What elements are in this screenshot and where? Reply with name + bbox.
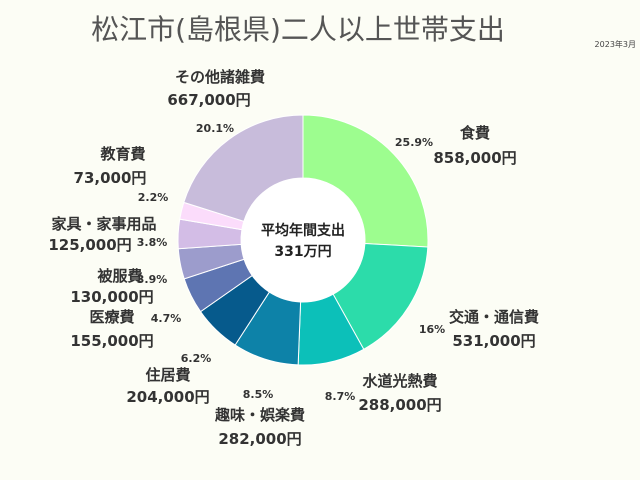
- center-label: 平均年間支出: [261, 222, 345, 239]
- slice-percent-5: 4.7%: [151, 312, 182, 325]
- slice-percent-8: 2.2%: [138, 191, 169, 204]
- center-total: 331万円: [274, 244, 331, 260]
- slice-amount-1: 531,000円: [452, 332, 535, 350]
- slice-label-3: 趣味・娯楽費: [214, 406, 305, 424]
- slice-amount-9: 667,000円: [167, 91, 250, 109]
- slice-percent-4: 6.2%: [181, 352, 212, 365]
- donut-slices: [177, 114, 429, 366]
- slice-label-0: 食費: [460, 124, 490, 142]
- slice-amount-0: 858,000円: [433, 149, 516, 167]
- slice-percent-3: 8.5%: [243, 388, 274, 401]
- slice-amount-4: 204,000円: [126, 388, 209, 406]
- slice-label-9: その他諸雑費: [175, 68, 265, 86]
- slice-label-8: 教育費: [99, 145, 145, 163]
- slice-amount-8: 73,000円: [74, 169, 147, 187]
- donut-hole: [241, 178, 365, 302]
- slice-label-7: 家具・家事用品: [51, 215, 156, 233]
- slice-percent-2: 8.7%: [325, 390, 356, 403]
- slice-label-2: 水道光熱費: [362, 372, 437, 390]
- slice-label-1: 交通・通信費: [449, 308, 539, 326]
- chart-title: 松江市(島根県)二人以上世帯支出: [91, 13, 505, 46]
- slice-label-4: 住居費: [145, 366, 190, 384]
- slice-percent-0: 25.9%: [395, 136, 433, 149]
- date-note: 2023年3月: [595, 39, 636, 49]
- slice-percent-1: 16%: [419, 323, 445, 336]
- slice-amount-3: 282,000円: [218, 430, 301, 448]
- slice-percent-9: 20.1%: [196, 122, 234, 135]
- slice-percent-7: 3.8%: [137, 236, 168, 249]
- slice-label-5: 医療費: [89, 308, 134, 326]
- slice-percent-6: 3.9%: [137, 273, 168, 286]
- slice-amount-5: 155,000円: [70, 332, 153, 350]
- slice-amount-7: 125,000円: [48, 236, 131, 254]
- slice-label-6: 被服費: [97, 267, 142, 285]
- slice-amount-2: 288,000円: [358, 396, 441, 414]
- slice-amount-6: 130,000円: [70, 288, 153, 306]
